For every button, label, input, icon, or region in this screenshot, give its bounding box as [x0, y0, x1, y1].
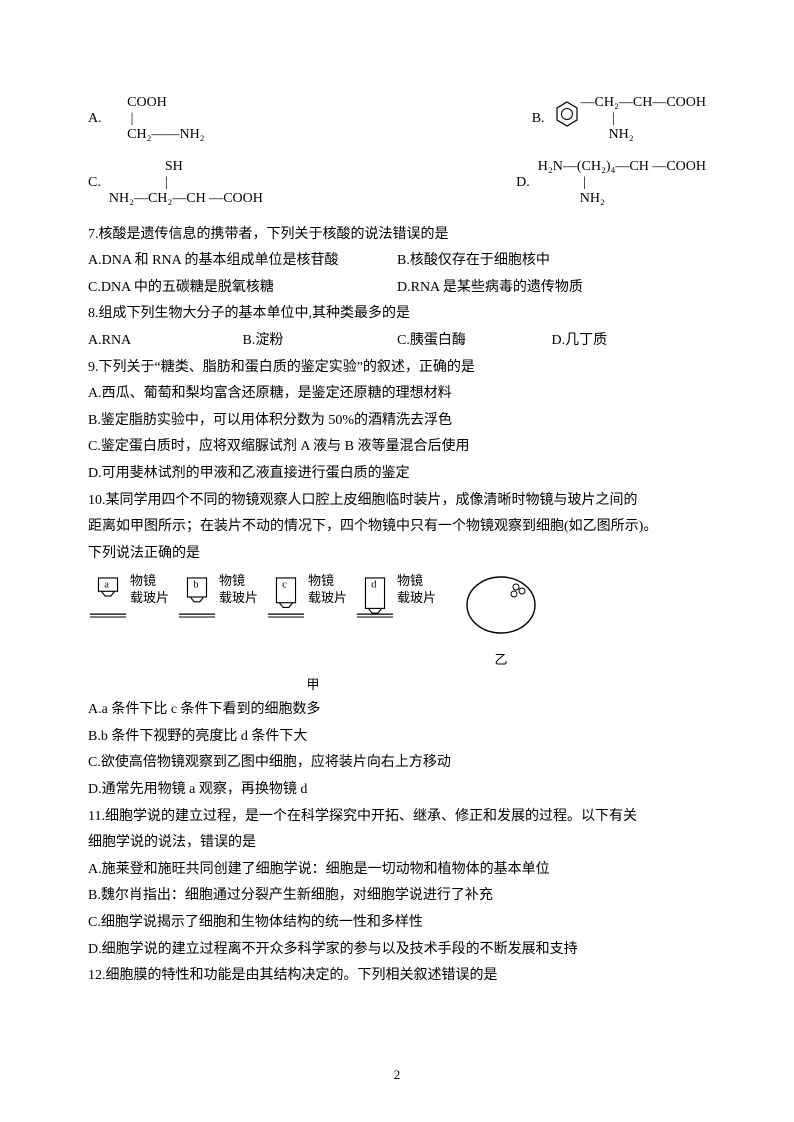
lens-b: b物镜载玻片 [177, 573, 258, 621]
svg-text:d: d [371, 580, 377, 591]
q10-lenses: a物镜载玻片b物镜载玻片c物镜载玻片d物镜载玻片 [88, 573, 436, 621]
q8-opt-b: B.淀粉 [243, 328, 398, 355]
q9-opt-a: A.西瓜、葡萄和梨均富含还原糖，是鉴定还原糖的理想材料 [88, 381, 706, 408]
chem-struct-d: H₂N—(CH₂)₄—CH —COOH | NH₂ [538, 159, 706, 207]
q10-jia-label: 甲 [98, 673, 528, 698]
q11-opt-d: D.细胞学说的建立过程离不开众多科学家的参与以及技术手段的不断发展和支持 [88, 937, 706, 964]
chem-label-c: C. [88, 170, 101, 197]
q8-opts: A.RNA B.淀粉 C.胰蛋白酶 D.几丁质 [88, 328, 706, 355]
chem-label-a: A. [88, 106, 102, 133]
q7-opt-b: B.核酸仅存在于细胞核中 [397, 248, 706, 275]
q7-stem: 7.核酸是遗传信息的携带者，下列关于核酸的说法错误的是 [88, 222, 706, 249]
q8-opt-d: D.几丁质 [552, 328, 707, 355]
q9-opt-d: D.可用斐林试剂的甲液和乙液直接进行蛋白质的鉴定 [88, 461, 706, 488]
svg-text:b: b [193, 580, 198, 591]
lens-c: c物镜载玻片 [266, 573, 347, 621]
q11-opt-c: C.细胞学说揭示了细胞和生物体结构的统一性和多样性 [88, 910, 706, 937]
chem-struct-b: —CH₂—CH—COOH | NH₂ [581, 95, 706, 143]
q9-stem: 9.下列关于“糖类、脂肪和蛋白质的鉴定实验”的叙述，正确的是 [88, 355, 706, 382]
q10-stem2: 距离如甲图所示；在装片不动的情况下，四个物镜中只有一个物镜观察到细胞(如乙图所示… [88, 514, 706, 541]
q10-diagram: a物镜载玻片b物镜载玻片c物镜载玻片d物镜载玻片 乙 [88, 573, 706, 672]
q8-opt-c: C.胰蛋白酶 [397, 328, 552, 355]
q10-opt-a: A.a 条件下比 c 条件下看到的细胞数多 [88, 697, 706, 724]
page-number: 2 [0, 1063, 794, 1088]
chem-struct-c: SH | NH₂—CH₂—CH —COOH [109, 159, 263, 207]
q10-cell-yi: 乙 [462, 573, 540, 672]
q10-opt-c: C.欲使高倍物镜观察到乙图中细胞，应将装片向右上方移动 [88, 750, 706, 777]
q7-opt-a: A.DNA 和 RNA 的基本组成单位是核苷酸 [88, 248, 397, 275]
q11-stem1: 11.细胞学说的建立过程，是一个在科学探究中开拓、继承、修正和发展的过程。以下有… [88, 804, 706, 831]
chem-d-wrap: D. H₂N—(CH₂)₄—CH —COOH | NH₂ [516, 159, 706, 207]
q8-opt-a: A.RNA [88, 328, 243, 355]
q9-opt-b: B.鉴定脂肪实验中，可以用体积分数为 50%的酒精洗去浮色 [88, 408, 706, 435]
q7-opt-c: C.DNA 中的五碳糖是脱氧核糖 [88, 275, 397, 302]
q9-opt-c: C.鉴定蛋白质时，应将双缩脲试剂 A 液与 B 液等量混合后使用 [88, 434, 706, 461]
lens-a: a物镜载玻片 [88, 573, 169, 621]
q10-yi-label: 乙 [462, 648, 540, 673]
svg-text:a: a [104, 580, 109, 591]
q12-stem: 12.细胞膜的特性和功能是由其结构决定的。下列相关叙述错误的是 [88, 963, 706, 990]
svg-text:c: c [282, 580, 287, 591]
chem-label-b: B. [532, 106, 545, 133]
benzene-icon [553, 100, 581, 139]
q10-stem3: 下列说法正确的是 [88, 541, 706, 568]
lens-d: d物镜载玻片 [355, 573, 436, 621]
chem-b-wrap: B. —CH₂—CH—COOH | NH₂ [532, 95, 706, 143]
chem-row-ab: A. COOH | CH₂——NH₂ B. —CH₂—CH—COOH | NH₂ [88, 95, 706, 143]
q10-opt-b: B.b 条件下视野的亮度比 d 条件下大 [88, 724, 706, 751]
q11-stem2: 细胞学说的说法，错误的是 [88, 830, 706, 857]
q10-opt-d: D.通常先用物镜 a 观察，再换物镜 d [88, 777, 706, 804]
q7-opts-row2: C.DNA 中的五碳糖是脱氧核糖 D.RNA 是某些病毒的遗传物质 [88, 275, 706, 302]
q8-stem: 8.组成下列生物大分子的基本单位中,其种类最多的是 [88, 301, 706, 328]
q7-opt-d: D.RNA 是某些病毒的遗传物质 [397, 275, 706, 302]
q10-stem1: 10.某同学用四个不同的物镜观察人口腔上皮细胞临时装片，成像清晰时物镜与玻片之间… [88, 488, 706, 515]
chem-struct-a: COOH | CH₂——NH₂ [110, 95, 205, 143]
q11-opt-b: B.魏尔肖指出：细胞通过分裂产生新细胞，对细胞学说进行了补充 [88, 883, 706, 910]
chem-label-d: D. [516, 170, 530, 197]
q11-opt-a: A.施莱登和施旺共同创建了细胞学说：细胞是一切动物和植物体的基本单位 [88, 857, 706, 884]
q7-opts-row1: A.DNA 和 RNA 的基本组成单位是核苷酸 B.核酸仅存在于细胞核中 [88, 248, 706, 275]
chem-row-cd: C. SH | NH₂—CH₂—CH —COOH D. H₂N—(CH₂)₄—C… [88, 159, 706, 207]
